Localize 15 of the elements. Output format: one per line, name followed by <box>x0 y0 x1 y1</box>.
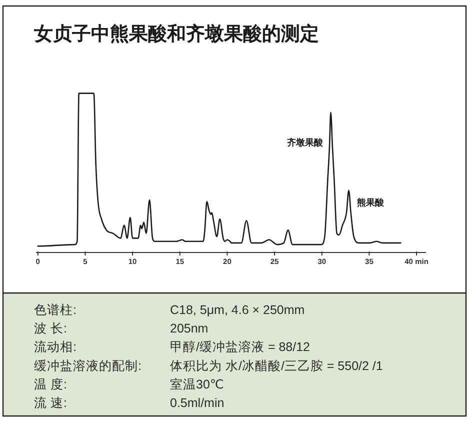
annotation: 体积比为 水/冰醋酸/三乙胺 = 550/2 /1 <box>170 358 383 373</box>
annotation: 流动相: <box>34 340 76 354</box>
annotation: 205nm <box>170 322 208 336</box>
annotation: 缓冲盐溶液的配制: <box>34 358 142 373</box>
annotation: 流 速: <box>34 396 67 410</box>
annotation: 色谱柱: <box>34 303 76 317</box>
annotation: 齐墩果酸 <box>286 137 323 148</box>
annotation: 室温30℃ <box>170 377 224 392</box>
annotation: 温 度: <box>34 377 67 392</box>
title: 女贞子中熊果酸和齐墩果酸的测定 <box>34 24 319 45</box>
annotation: 0.5ml/min <box>170 396 224 410</box>
annotation: 熊果酸 <box>356 197 384 208</box>
annotation: 甲醇/缓冲盐溶液 = 88/12 <box>170 340 310 354</box>
annotation: 波 长: <box>34 322 67 336</box>
annotation: C18, 5μm, 4.6 × 250mm <box>170 303 305 317</box>
